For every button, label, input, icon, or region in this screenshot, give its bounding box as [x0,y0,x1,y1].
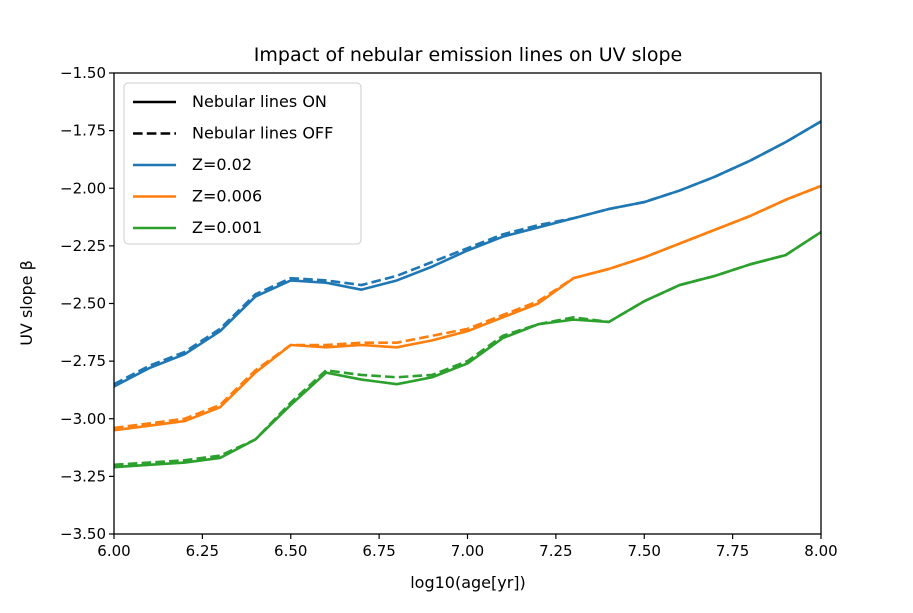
x-tick-label: 6.25 [186,542,219,560]
y-tick-label: −1.75 [60,122,106,140]
y-axis-ticks: −3.50 −3.25 −3.00 −2.75 −2.50 −2.25 −2.00 −1.75… [60,64,114,543]
y-tick-label: −3.00 [60,410,106,428]
y-tick-label: −2.75 [60,352,106,370]
x-tick-label: 7.50 [628,542,661,560]
x-tick-label: 7.25 [539,542,572,560]
series-line-5 [113,230,822,467]
x-tick-label: 7.00 [451,542,484,560]
y-tick-label: −2.00 [60,179,106,197]
x-axis-ticks: 6.00 6.25 6.50 6.75 7.00 7.25 7.50 7.75 8.00 [97,534,838,560]
legend-label-3: Z=0.006 [192,187,262,206]
series-line-1 [113,120,822,386]
y-tick-label: −2.25 [60,237,106,255]
legend-entries: Nebular lines ON Nebular lines OFF Z=0.02 Z… [133,92,333,237]
x-tick-label: 8.00 [804,542,837,560]
x-tick-label: 6.50 [274,542,307,560]
chart-title: Impact of nebular emission lines on UV s… [254,44,682,66]
series-line-4 [113,230,822,469]
legend-label-4: Z=0.001 [192,218,262,237]
legend-label-2: Z=0.02 [192,155,252,174]
series-line-3 [113,184,822,430]
y-tick-label: −2.50 [60,295,106,313]
legend-label-0: Nebular lines ON [192,92,327,111]
series-lines [113,120,822,469]
y-tick-label: −3.50 [60,525,106,543]
y-axis-label: UV slope β [17,260,36,346]
x-axis-label: log10(age[yr]) [410,573,526,592]
x-tick-label: 7.75 [716,542,749,560]
x-tick-label: 6.00 [97,542,130,560]
x-tick-label: 6.75 [362,542,395,560]
y-tick-label: −1.50 [60,64,106,82]
legend: Nebular lines ON Nebular lines OFF Z=0.02 Z… [123,82,362,245]
legend-label-1: Nebular lines OFF [192,124,333,143]
legend-box [123,82,362,245]
y-tick-label: −3.25 [60,467,106,485]
